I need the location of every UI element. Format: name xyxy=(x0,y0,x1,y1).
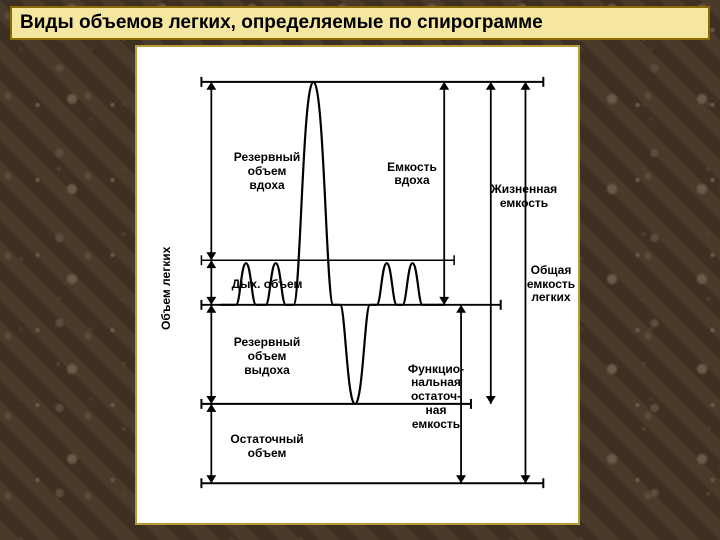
label-frc: Функцио-нальнаяостаточ-наяемкость xyxy=(396,363,476,432)
spirogram-diagram xyxy=(137,47,578,523)
title-box: Виды объемов легких, определяемые по спи… xyxy=(10,6,710,40)
y-axis-label: Объем легких xyxy=(159,246,173,329)
label-erv: Резервныйобъемвыдоха xyxy=(222,336,312,377)
label-tlc: Общаяемкостьлегких xyxy=(521,264,581,305)
label-tv: Дых. объем xyxy=(222,278,312,292)
label-vc: Жизненнаяемкость xyxy=(484,183,564,211)
diagram-frame: Объем легких Резервныйобъемвдоха Дых. об… xyxy=(135,45,580,525)
page-title: Виды объемов легких, определяемые по спи… xyxy=(20,12,543,33)
label-ic: Емкостьвдоха xyxy=(377,161,447,189)
label-rv: Остаточныйобъем xyxy=(222,433,312,461)
background: Виды объемов легких, определяемые по спи… xyxy=(0,0,720,540)
label-irv: Резервныйобъемвдоха xyxy=(222,151,312,192)
